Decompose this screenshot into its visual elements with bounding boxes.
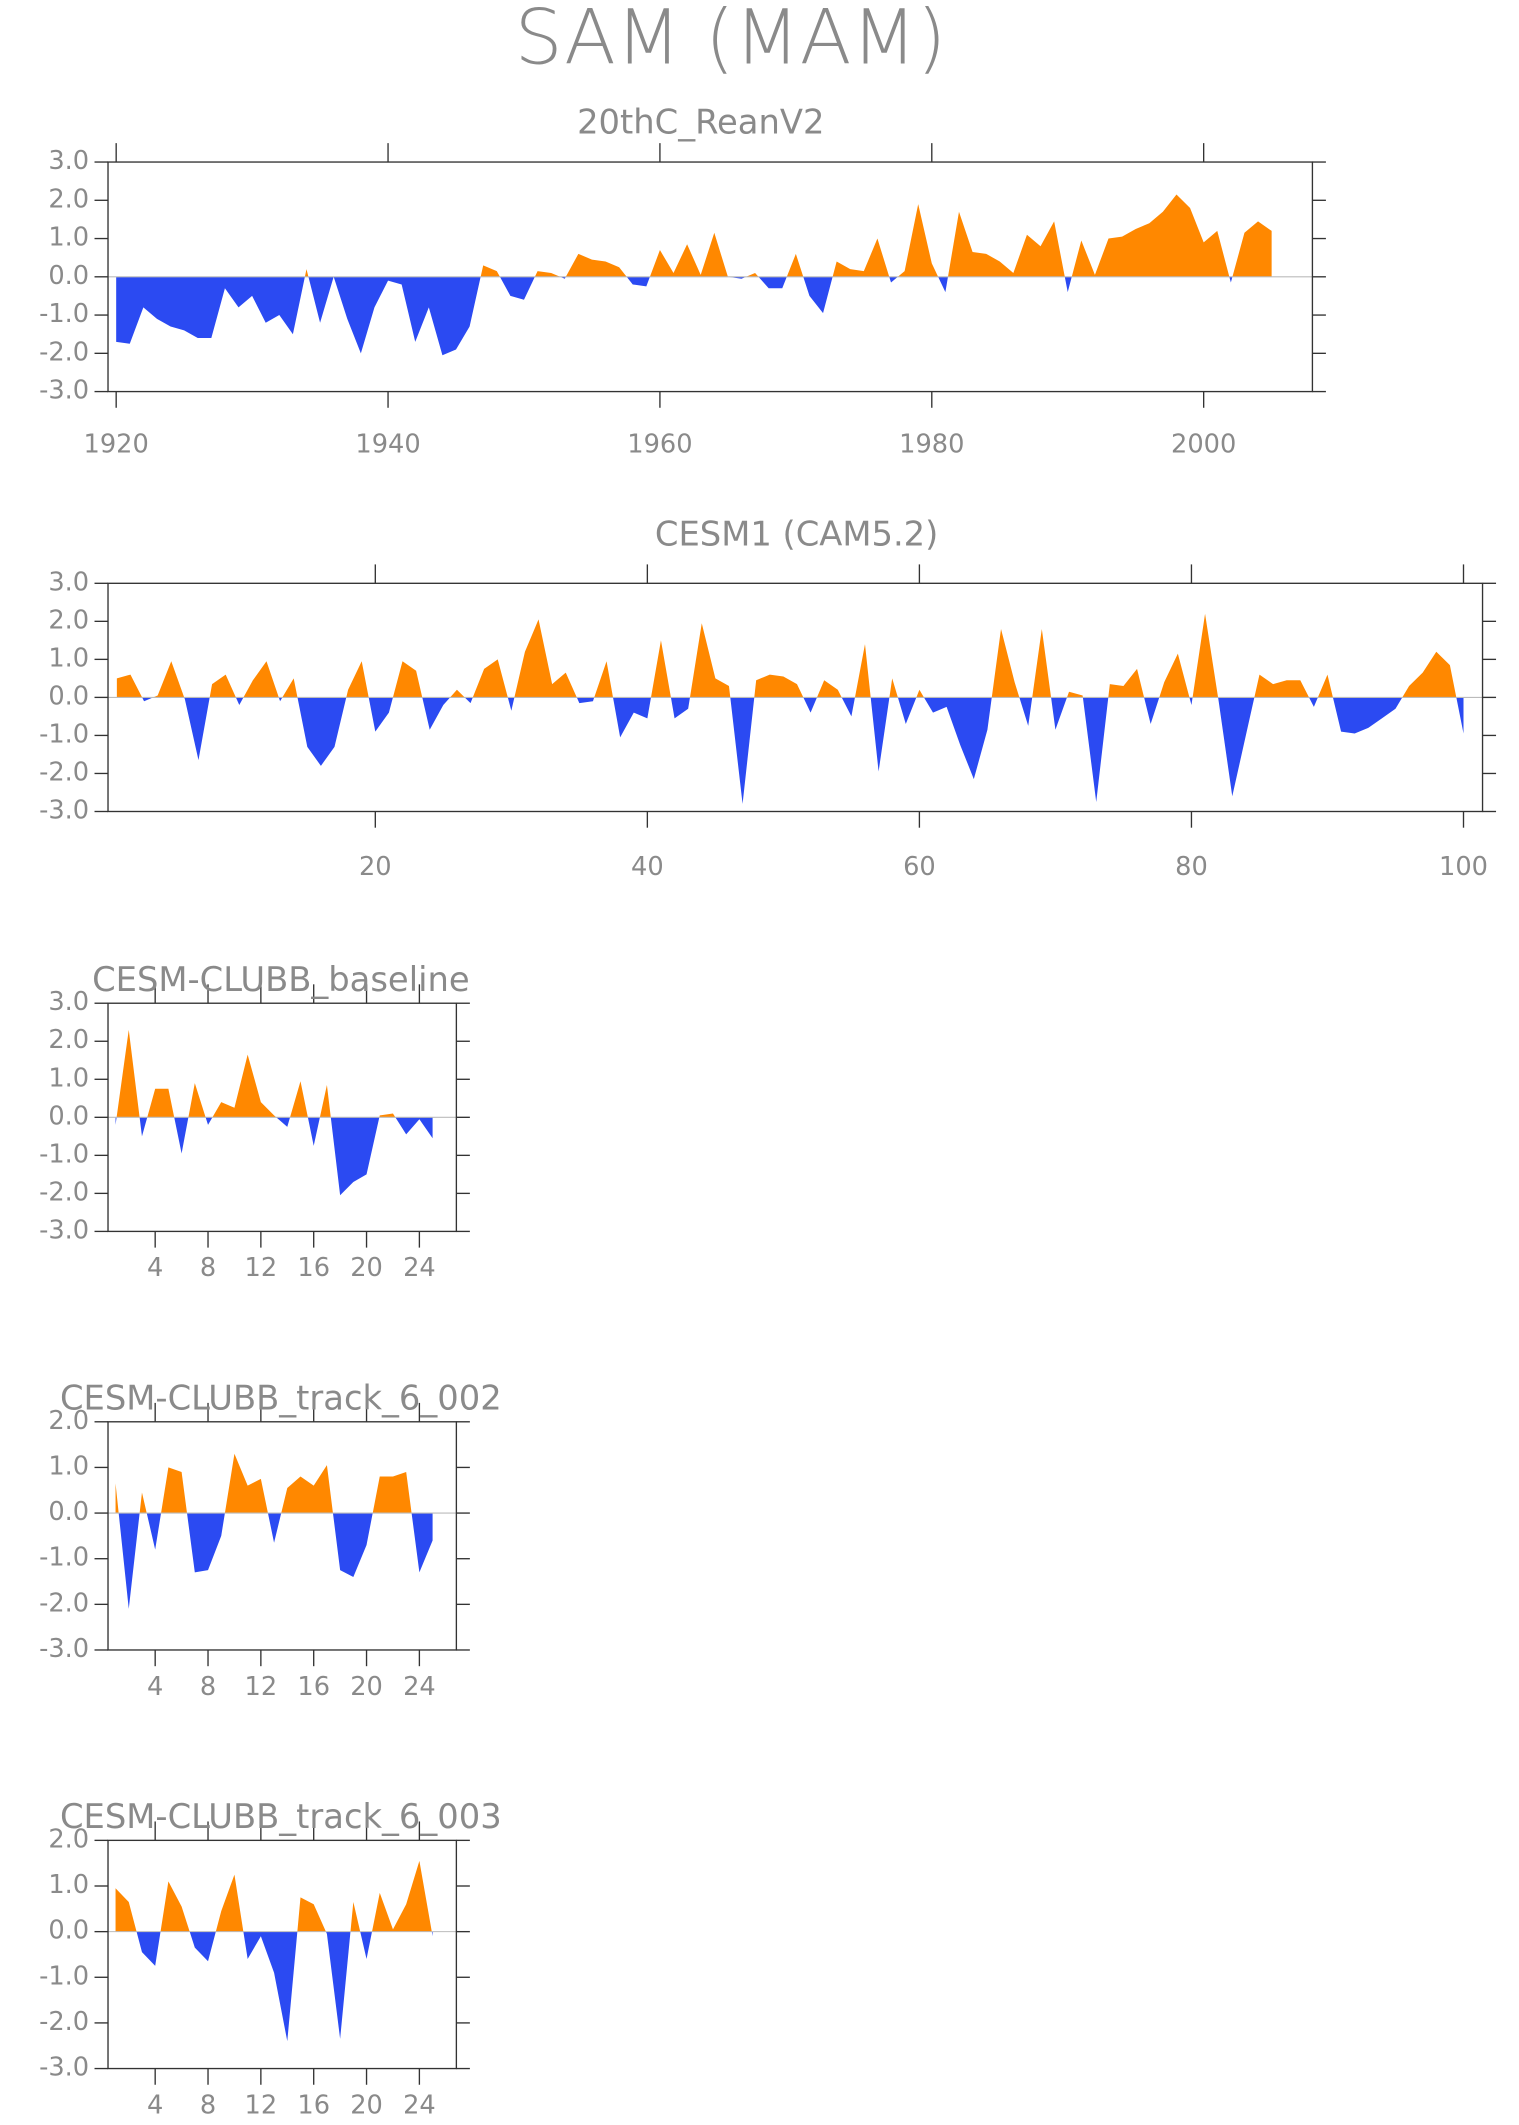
x-tick-label: 100 [1439, 852, 1488, 882]
x-tick-label: 1940 [355, 430, 420, 460]
y-tick-label: -2.0 [39, 1177, 89, 1207]
y-tick-label: -1.0 [39, 1961, 89, 1991]
y-tick-label: -3.0 [39, 376, 89, 406]
x-tick-label: 24 [403, 2090, 436, 2120]
positive-area [116, 194, 1272, 277]
negative-area [115, 1117, 433, 1196]
y-tick-label: -3.0 [39, 1215, 89, 1245]
y-tick-label: 1.0 [48, 1451, 89, 1481]
x-tick-label: 4 [147, 1672, 163, 1702]
y-tick-label: -2.0 [39, 757, 89, 787]
x-tick-label: 1980 [899, 430, 964, 460]
y-tick-label: 3.0 [48, 146, 89, 176]
positive-area [115, 1453, 412, 1514]
x-tick-label: 60 [903, 852, 936, 882]
x-tick-label: 16 [297, 1253, 330, 1283]
y-tick-label: 1.0 [48, 1063, 89, 1093]
panel-title: 20thC_ReanV2 [577, 103, 824, 142]
negative-area [115, 1931, 433, 2042]
panel-title: CESM1 (CAM5.2) [655, 515, 938, 554]
x-tick-label: 12 [245, 2090, 278, 2120]
plot-frame [107, 1839, 458, 2070]
x-tick-label: 1960 [627, 430, 692, 460]
y-tick-label: -1.0 [39, 1543, 89, 1573]
x-tick-label: 2000 [1171, 430, 1236, 460]
y-tick-label: 0.0 [48, 261, 89, 291]
x-tick-label: 24 [403, 1672, 436, 1702]
panel-title: CESM-CLUBB_track_6_003 [60, 1797, 502, 1836]
negative-area [116, 276, 1272, 356]
y-tick-label: 2.0 [48, 1025, 89, 1055]
y-tick-label: 0.0 [48, 1916, 89, 1946]
y-tick-label: -2.0 [39, 1588, 89, 1618]
panel-title: CESM-CLUBB_baseline [92, 960, 470, 999]
y-tick-label: 1.0 [48, 643, 89, 673]
y-tick-label: 3.0 [48, 567, 89, 597]
y-tick-label: 0.0 [48, 681, 89, 711]
y-tick-label: -2.0 [39, 2007, 89, 2037]
x-tick-label: 12 [245, 1253, 278, 1283]
x-tick-label: 1920 [84, 430, 149, 460]
y-tick-label: -3.0 [39, 2053, 89, 2083]
y-tick-label: -1.0 [39, 719, 89, 749]
x-tick-label: 8 [200, 2090, 216, 2120]
y-tick-label: -1.0 [39, 299, 89, 329]
x-tick-label: 20 [350, 2090, 383, 2120]
y-tick-label: -2.0 [39, 337, 89, 367]
x-tick-label: 40 [631, 852, 664, 882]
x-tick-label: 16 [297, 2090, 330, 2120]
figure-title: SAM (MAM) [515, 0, 947, 82]
x-tick-label: 20 [350, 1672, 383, 1702]
x-tick-label: 16 [297, 1672, 330, 1702]
x-tick-label: 20 [359, 852, 392, 882]
plot-frame [107, 1421, 458, 1651]
y-tick-label: 2.0 [48, 1406, 89, 1436]
x-tick-label: 4 [147, 2090, 163, 2120]
negative-area [116, 697, 1464, 804]
y-tick-label: 0.0 [48, 1497, 89, 1527]
y-tick-label: 1.0 [48, 223, 89, 253]
x-tick-label: 12 [245, 1672, 278, 1702]
y-tick-label: 2.0 [48, 1824, 89, 1854]
x-tick-label: 8 [200, 1253, 216, 1283]
x-tick-label: 80 [1175, 852, 1208, 882]
y-tick-label: 2.0 [48, 605, 89, 635]
positive-area [115, 1029, 433, 1118]
y-tick-label: -1.0 [39, 1139, 89, 1169]
y-tick-label: 2.0 [48, 184, 89, 214]
panel-title: CESM-CLUBB_track_6_002 [60, 1379, 502, 1418]
x-tick-label: 4 [147, 1253, 163, 1283]
x-tick-label: 8 [200, 1672, 216, 1702]
y-tick-label: -3.0 [39, 1634, 89, 1664]
x-tick-label: 20 [350, 1253, 383, 1283]
y-tick-label: -3.0 [39, 795, 89, 825]
positive-area [115, 1860, 432, 1932]
negative-area [115, 1513, 433, 1609]
positive-area [116, 613, 1464, 698]
y-tick-label: 0.0 [48, 1101, 89, 1131]
x-tick-label: 24 [403, 1253, 436, 1283]
y-tick-label: 3.0 [48, 987, 89, 1017]
y-tick-label: 1.0 [48, 1870, 89, 1900]
